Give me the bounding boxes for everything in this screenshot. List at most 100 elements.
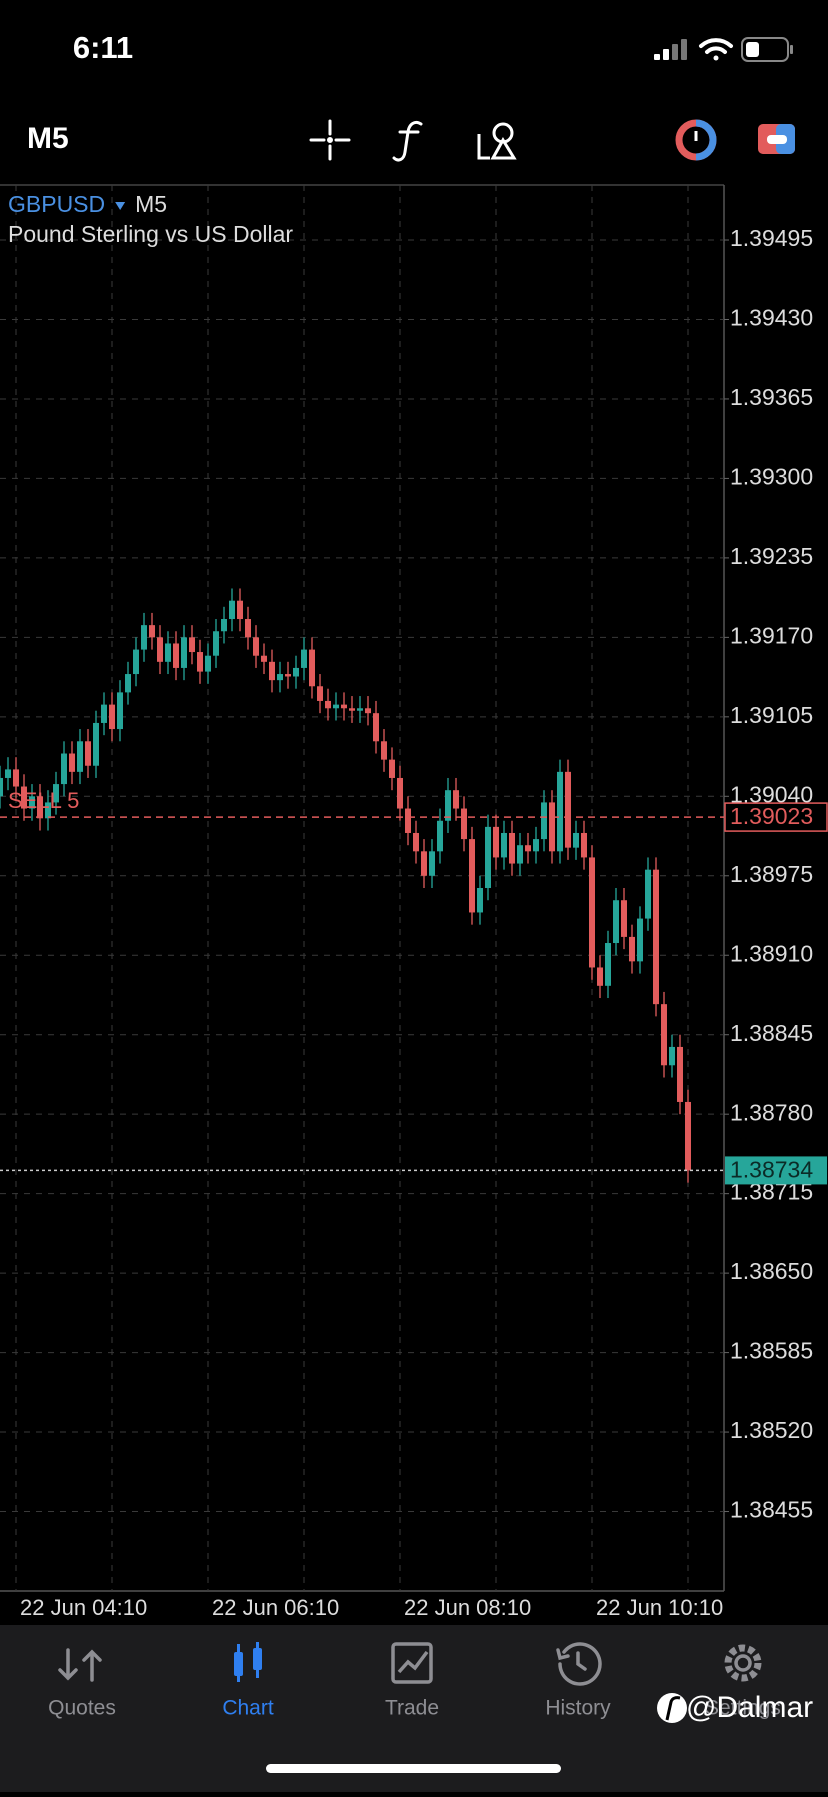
home-indicator [266, 1764, 561, 1773]
x-tick-label: 22 Jun 06:10 [212, 1595, 339, 1620]
candle-body [445, 790, 451, 821]
candle-body [173, 643, 179, 668]
y-tick-label: 1.38845 [730, 1020, 813, 1046]
candle-body [253, 637, 259, 656]
tab-icon [234, 1642, 262, 1682]
tabs: Quotes Chart Trade History Settings [48, 1642, 781, 1720]
tab[interactable]: Settings [705, 1644, 781, 1720]
candle-body [629, 936, 635, 962]
tab[interactable]: History [545, 1642, 611, 1720]
bid-price-box [725, 1156, 827, 1185]
candle-body [421, 851, 427, 876]
candle-body [181, 637, 187, 668]
candle-body [685, 1101, 691, 1171]
candle-body [213, 631, 219, 656]
candle-body [69, 753, 75, 772]
candle-body [309, 649, 315, 687]
candle-body [389, 759, 395, 778]
signal-icon [654, 39, 687, 60]
candle-body [189, 637, 195, 653]
symbol-dropdown[interactable] [115, 202, 126, 210]
symbol[interactable]: GBPUSD [8, 191, 105, 217]
candle-body [469, 839, 475, 913]
candle-body [93, 722, 99, 766]
candle-body [485, 826, 491, 888]
candle-body [517, 845, 523, 864]
tab[interactable]: Chart [222, 1642, 274, 1720]
tab-label: Chart [222, 1697, 274, 1720]
candle-body [549, 802, 555, 852]
y-tick-label: 1.39105 [730, 702, 813, 728]
candle-body [5, 769, 11, 778]
candle-body [205, 655, 211, 672]
y-tick-label: 1.38910 [730, 940, 813, 966]
candle-body [413, 832, 419, 852]
candle-body [141, 625, 147, 650]
candle-body [453, 790, 459, 809]
signals-button[interactable] [675, 119, 717, 161]
candle-body [29, 796, 35, 809]
trade-button[interactable] [758, 124, 795, 154]
candle-body [437, 820, 443, 852]
candle-body [245, 619, 251, 638]
candle-body [357, 708, 363, 711]
candle-body [493, 826, 499, 858]
candle-body [397, 777, 403, 809]
tab[interactable]: Trade [385, 1642, 439, 1720]
objects-button[interactable] [477, 122, 517, 160]
candle-body [653, 869, 659, 1005]
candle-body [541, 802, 547, 840]
candle-body [37, 796, 43, 819]
tab-label: Settings [705, 1697, 781, 1720]
y-tick-label: 1.39235 [730, 543, 813, 569]
watermark: @Dalmar [686, 1691, 813, 1724]
tab-label: History [545, 1697, 611, 1720]
y-tick-label: 1.38520 [730, 1417, 813, 1443]
candle-body [677, 1046, 683, 1102]
order-label: SELL 5 [8, 788, 79, 813]
candle-body [133, 649, 139, 675]
y-tick-label: 1.39365 [730, 384, 813, 410]
crosshair-button[interactable] [309, 119, 351, 161]
candle-body [557, 771, 563, 852]
candle-body [373, 713, 379, 742]
x-tick-label: 22 Jun 04:10 [20, 1595, 147, 1620]
tab-icon [724, 1644, 762, 1682]
candle-body [533, 839, 539, 852]
candle-body [621, 900, 627, 937]
candle-body [0, 777, 3, 797]
indicators-button[interactable] [392, 120, 423, 162]
candle-body [525, 845, 531, 852]
candle-body [45, 802, 51, 819]
candle-body [509, 832, 515, 864]
timeframe-button[interactable]: M5 [27, 122, 69, 155]
candle-body [53, 784, 59, 803]
chart-title: Pound Sterling vs US Dollar [8, 221, 293, 247]
candle-body [341, 704, 347, 709]
y-tick-label: 1.39495 [730, 225, 813, 251]
candle-body [125, 674, 131, 693]
tab-icon [556, 1642, 602, 1686]
candle-body [85, 741, 91, 766]
candle-body [605, 943, 611, 986]
tab[interactable]: Quotes [48, 1648, 116, 1720]
chart: 22 Jun 04:10 22 Jun 06:10 22 Jun 08:10 22 J… [0, 184, 828, 1620]
status-time: 6:11 [73, 30, 133, 65]
candle-body [501, 832, 507, 858]
candle-body [269, 661, 275, 681]
candle-body [365, 708, 371, 714]
candle-body [405, 808, 411, 833]
candle-body [285, 674, 291, 677]
candle-body [349, 708, 355, 711]
tab-label: Trade [385, 1697, 439, 1720]
candle-body [381, 741, 387, 760]
candle-body [117, 692, 123, 730]
order-price: 1.39023 [730, 803, 813, 829]
y-tick-label: 1.38455 [730, 1497, 813, 1523]
order-price-box [724, 802, 828, 832]
candle-body [157, 637, 163, 662]
candle-body [325, 700, 331, 709]
